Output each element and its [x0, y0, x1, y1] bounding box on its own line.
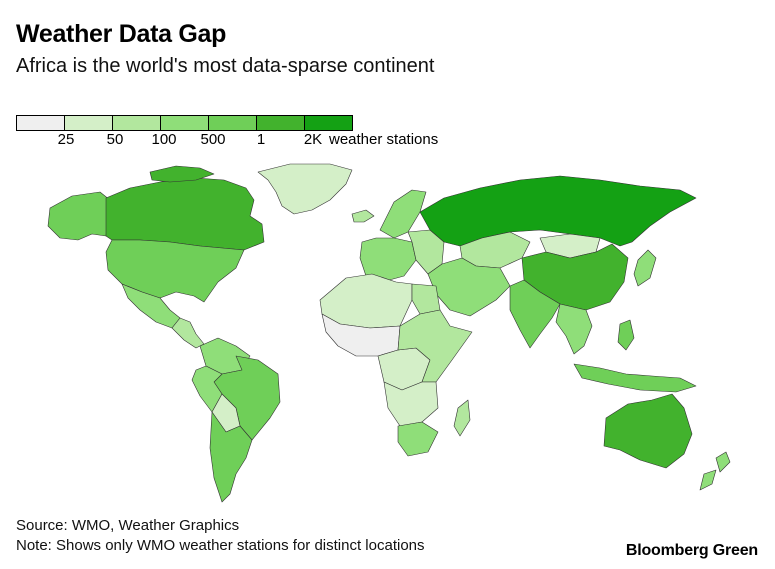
- region-canadian-islands[interactable]: Canada: [149, 165, 215, 183]
- region-australia[interactable]: Australia: [603, 393, 693, 469]
- region-united-states[interactable]: United States: [105, 239, 245, 303]
- region-western-europe[interactable]: Western Europe: [359, 237, 417, 283]
- legend-break-label: 1: [256, 131, 266, 148]
- legend-break-label: 100: [151, 131, 177, 148]
- region-southern-africa[interactable]: Southern Africa: [383, 381, 439, 427]
- legend-break-label: 25: [57, 131, 75, 148]
- region-new-zealand[interactable]: New Zealand: [699, 451, 731, 491]
- region-north-africa[interactable]: North Africa: [319, 273, 413, 329]
- region-indonesia[interactable]: Indonesia: [573, 363, 697, 393]
- legend-swatch: [209, 116, 257, 130]
- legend-swatch: [257, 116, 305, 130]
- region-canada[interactable]: Canada: [105, 177, 265, 251]
- legend-color-scale: [16, 115, 353, 131]
- source-note: Source: WMO, Weather Graphics: [16, 517, 240, 534]
- legend-break-label: 2K: [303, 131, 323, 148]
- region-philippines[interactable]: Indonesia: [617, 319, 635, 351]
- legend-unit-label: weather stations: [329, 131, 439, 148]
- region-central-america[interactable]: Central America: [171, 317, 205, 349]
- legend-swatch: [65, 116, 113, 130]
- legend-break-label: 50: [106, 131, 124, 148]
- region-iceland[interactable]: Iceland: [351, 209, 375, 223]
- region-alaska[interactable]: Alaska: [47, 191, 111, 241]
- chart-title: Weather Data Gap: [16, 20, 227, 48]
- footnote: Note: Shows only WMO weather stations fo…: [16, 537, 425, 554]
- region-east-africa[interactable]: East Africa: [397, 309, 473, 383]
- legend-swatch: [305, 116, 353, 130]
- legend-swatch: [17, 116, 65, 130]
- region-madagascar[interactable]: Madagascar: [453, 399, 471, 437]
- world-map: Greenland Alaska Canada United States Me…: [0, 150, 775, 515]
- brand-logo: Bloomberg Green: [625, 542, 758, 559]
- chart-subtitle: Africa is the world's most data-sparse c…: [16, 55, 435, 77]
- legend-swatch: [113, 116, 161, 130]
- legend-break-label: 500: [200, 131, 226, 148]
- world-map-svg: Greenland Alaska Canada United States Me…: [47, 163, 731, 503]
- region-india[interactable]: India: [509, 279, 561, 349]
- legend-swatch: [161, 116, 209, 130]
- region-egypt[interactable]: Egypt: [411, 283, 441, 315]
- region-south-africa[interactable]: South Africa: [397, 421, 439, 457]
- region-japan[interactable]: Japan: [633, 249, 657, 287]
- region-scandinavia[interactable]: Scandinavia: [379, 189, 427, 239]
- region-southeast-asia[interactable]: Southeast Asia: [555, 303, 593, 355]
- region-greenland[interactable]: Greenland: [257, 163, 353, 215]
- region-argentina-chile[interactable]: Argentina / Chile: [209, 411, 253, 503]
